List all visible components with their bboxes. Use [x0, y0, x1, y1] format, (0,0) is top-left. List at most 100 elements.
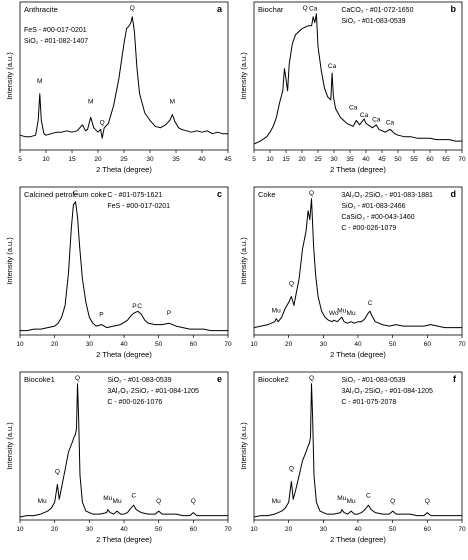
peak-label: M	[170, 99, 175, 106]
y-axis-label: Intensity (a.u.)	[239, 52, 248, 100]
x-tick-label: 20	[298, 156, 306, 163]
x-tick-label: 30	[320, 341, 328, 348]
peak-label: Mu	[38, 498, 47, 505]
x-tick-label: 30	[86, 341, 94, 348]
reference-card: 3Al₂O₃·2SiO₂ - #01-084-1205	[107, 388, 199, 395]
panel-calcined-petroleum-coke: 10 20 30 40 50 60 70 2 Theta (degree) Intensity …	[0, 185, 234, 375]
peak-label: P	[132, 303, 136, 310]
x-tick-label: 25	[120, 156, 128, 163]
reference-card: FeS - #00-017-0201	[24, 27, 87, 34]
peak-label: Q	[191, 498, 196, 505]
peak-label: Q	[130, 5, 135, 12]
x-axis-label: 2 Theta (degree)	[96, 165, 152, 174]
peak-label: Mu	[113, 498, 122, 505]
reference-card: C - #00-026-1079	[341, 225, 396, 232]
sample-name: Biocoke2	[258, 375, 289, 384]
sample-name: Anthracite	[24, 5, 58, 14]
x-tick-label: 35	[172, 156, 180, 163]
peak-label: P	[99, 312, 103, 319]
x-tick-label: 60	[190, 526, 198, 533]
peak-label: Ca	[386, 119, 395, 126]
x-tick-label: 55	[410, 156, 418, 163]
x-tick-label: 20	[94, 156, 102, 163]
x-tick-label: 60	[424, 526, 432, 533]
chart-svg: 10 20 30 40 50 60 70 2 Theta (degree) Intensity …	[239, 371, 466, 544]
x-tick-label: 30	[330, 156, 338, 163]
peak-label: Mu	[272, 498, 281, 505]
panel-biocoke1: 10 20 30 40 50 60 70 2 Theta (degree) Intensity …	[0, 370, 234, 560]
panel-biocoke2: 10 20 30 40 50 60 70 2 Theta (degree) Intensity …	[234, 370, 468, 560]
x-tick-label: 5	[252, 156, 256, 163]
y-axis-label: Intensity (a.u.)	[5, 422, 14, 470]
xrd-pattern-line	[19, 16, 228, 139]
x-tick-label: 15	[68, 156, 76, 163]
panel-anthracite: 5 10 15 20 25 30 35 40 45 2 Theta (degree) Intensi…	[0, 0, 234, 190]
reference-card: FeS - #00-017-0201	[107, 203, 170, 210]
x-tick-label: 60	[426, 156, 434, 163]
peak-label: Q	[425, 498, 430, 505]
peak-label: Q	[289, 281, 294, 288]
x-tick-label: 60	[190, 341, 198, 348]
peak-label: Q	[55, 469, 60, 476]
reference-card: C - #01-075-1621	[107, 192, 162, 199]
x-tick-label: 10	[42, 156, 50, 163]
peak-label: Ca	[328, 63, 337, 70]
peak-label: C	[366, 492, 371, 499]
x-tick-label: 5	[18, 156, 22, 163]
xrd-pattern-line	[20, 201, 228, 332]
x-tick-label: 70	[224, 526, 232, 533]
x-tick-label: 40	[120, 341, 128, 348]
x-tick-label: 40	[354, 526, 362, 533]
x-tick-label: 70	[224, 341, 232, 348]
peak-label: Ca	[349, 105, 358, 112]
peak-label: Q	[390, 498, 395, 505]
peak-label: Ca	[309, 5, 318, 12]
peak-label: C	[137, 303, 142, 310]
x-tick-label: 20	[51, 526, 59, 533]
x-tick-label: 10	[16, 526, 24, 533]
panel-letter: b	[451, 4, 457, 14]
reference-card: C - #01-075-2078	[341, 399, 396, 406]
y-axis-label: Intensity (a.u.)	[5, 52, 14, 100]
reference-card: CaCO₃ - #01-072-1650	[341, 7, 413, 14]
chart-svg: 10 20 30 40 50 60 70 2 Theta (degree) Intensity …	[5, 186, 232, 359]
x-axis-label: 2 Theta (degree)	[330, 350, 386, 359]
panel-coke: 10 20 30 40 50 60 70 2 Theta (degree) Intensity …	[234, 185, 468, 375]
chart-svg: 10 20 30 40 50 60 70 2 Theta (degree) Intensity …	[5, 371, 232, 544]
x-tick-label: 10	[250, 341, 258, 348]
reference-card: SiO₂ - #01-082-1407	[24, 38, 88, 45]
x-tick-label: 10	[266, 156, 274, 163]
xrd-pattern-line	[253, 13, 462, 145]
plot-frame	[19, 1, 229, 151]
peak-label: Mu	[272, 307, 281, 314]
x-tick-label: 50	[389, 526, 397, 533]
sample-name: Biochar	[258, 5, 284, 14]
x-tick-label: 70	[458, 341, 466, 348]
x-tick-label: 40	[354, 341, 362, 348]
panel-letter: d	[451, 189, 457, 199]
peak-label: Ca	[360, 112, 369, 119]
peak-label: Mu	[347, 498, 356, 505]
x-tick-label: 30	[146, 156, 154, 163]
chart-svg: 10 20 30 40 50 60 70 2 Theta (degree) Intensity …	[239, 186, 466, 359]
peak-label: P	[167, 310, 171, 317]
x-tick-label: 50	[394, 156, 402, 163]
x-tick-label: 40	[120, 526, 128, 533]
chart-svg: 5 10 15 20 25 30 35 40 45 50 55 60 65 70 2 Theta (degr…	[239, 1, 466, 174]
x-tick-label: 10	[16, 341, 24, 348]
x-axis-label: 2 Theta (degree)	[96, 350, 152, 359]
xrd-pattern-line	[253, 383, 462, 518]
peak-label: Q	[100, 119, 105, 126]
reference-card: 3Al₂O₃·2SiO₂ - #01-084-1205	[341, 388, 433, 395]
x-tick-label: 65	[442, 156, 450, 163]
x-tick-label: 50	[155, 341, 163, 348]
peak-label: M	[88, 99, 93, 106]
reference-card: 3Al₂O₃·2SiO₂ - #01-083-1881	[341, 192, 433, 199]
y-axis-label: Intensity (a.u.)	[5, 237, 14, 285]
x-tick-label: 35	[346, 156, 354, 163]
reference-card: SiO₂ - #01-083-2466	[341, 203, 405, 210]
peak-label: Mu	[103, 495, 112, 502]
peak-label: C	[131, 492, 136, 499]
peak-label: Ca	[372, 116, 381, 123]
peak-label: C	[368, 300, 373, 307]
